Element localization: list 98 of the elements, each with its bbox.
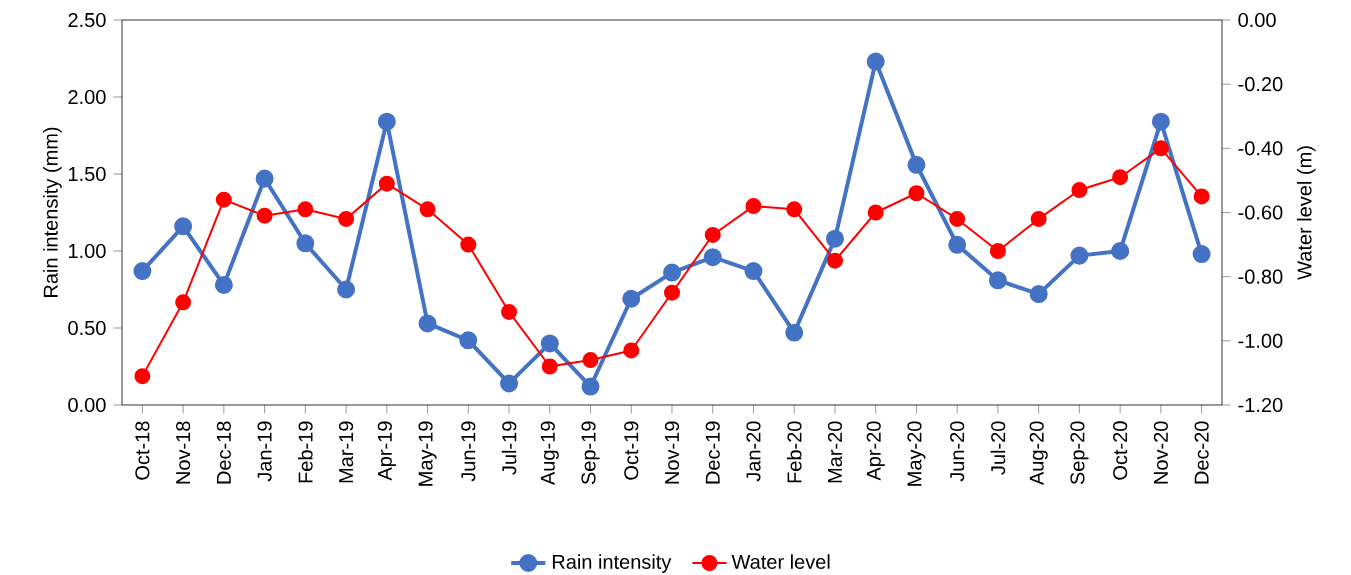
point bbox=[581, 377, 600, 396]
point bbox=[582, 352, 599, 369]
y2-tick-label: 0.00 bbox=[1238, 12, 1276, 28]
legend-label: Water level bbox=[731, 554, 830, 569]
point bbox=[866, 52, 885, 71]
x-tick-label: Jan-20 bbox=[746, 421, 761, 482]
point bbox=[1151, 112, 1170, 131]
x-tick-label: Apr-20 bbox=[866, 421, 885, 481]
x-tick-label: Jan-19 bbox=[257, 421, 272, 482]
x-tick-label: Feb-20 bbox=[786, 421, 802, 483]
x-tick-label: Dec-20 bbox=[1194, 421, 1209, 484]
point bbox=[1112, 169, 1129, 186]
point bbox=[744, 262, 763, 281]
point bbox=[1193, 188, 1210, 205]
point bbox=[256, 207, 273, 224]
point bbox=[664, 284, 680, 301]
point bbox=[297, 201, 314, 218]
x-tick-label: Dec-19 bbox=[705, 421, 720, 484]
y2-tick-label: -0.60 bbox=[1238, 205, 1283, 220]
x-tick-label: Jul-19 bbox=[501, 421, 517, 475]
point bbox=[418, 314, 437, 333]
x-tick-label: Nov-20 bbox=[1153, 421, 1168, 484]
x-tick-label: Feb-19 bbox=[298, 421, 313, 483]
point bbox=[989, 243, 1006, 260]
point bbox=[501, 303, 518, 320]
point bbox=[786, 201, 803, 218]
legend-label: Rain intensity bbox=[552, 554, 672, 573]
x-tick-label: May-20 bbox=[907, 421, 926, 486]
y-tick-label: 2.00 bbox=[68, 89, 106, 105]
point bbox=[541, 358, 558, 375]
x-tick-label: Aug-20 bbox=[1029, 421, 1048, 486]
x-tick-label: Sep-19 bbox=[581, 421, 600, 485]
point bbox=[1111, 242, 1130, 261]
point bbox=[255, 169, 274, 188]
y-tick-label: 2.50 bbox=[68, 12, 106, 28]
point bbox=[133, 262, 152, 281]
point bbox=[623, 342, 640, 359]
point bbox=[296, 234, 315, 253]
point bbox=[663, 263, 681, 282]
point bbox=[1030, 210, 1047, 227]
point bbox=[1029, 285, 1048, 304]
point bbox=[908, 185, 925, 202]
point bbox=[500, 374, 519, 393]
point bbox=[419, 201, 436, 218]
point bbox=[703, 248, 722, 267]
point bbox=[1192, 245, 1211, 264]
x-tick-label: Nov-19 bbox=[664, 421, 680, 484]
point bbox=[338, 210, 355, 227]
point bbox=[1152, 140, 1169, 157]
point bbox=[907, 155, 926, 174]
x-tick-label: Mar-20 bbox=[827, 421, 843, 483]
x-tick-label: Jul-20 bbox=[990, 421, 1006, 475]
point bbox=[622, 289, 641, 308]
x-tick-label: Oct-19 bbox=[624, 421, 639, 480]
y-tick-label: 1.00 bbox=[69, 243, 106, 259]
point bbox=[825, 229, 844, 248]
point bbox=[460, 236, 477, 253]
point bbox=[175, 294, 192, 311]
x-tick-label: Jun-19 bbox=[461, 421, 476, 482]
y-tick-label: 0.50 bbox=[68, 320, 106, 336]
point bbox=[704, 226, 721, 243]
x-tick-label: Apr-19 bbox=[377, 421, 396, 481]
y-tick-label: 1.50 bbox=[69, 166, 106, 182]
point bbox=[377, 112, 396, 131]
point bbox=[378, 175, 395, 192]
point bbox=[948, 235, 967, 254]
point bbox=[174, 217, 193, 236]
x-tick-label: Sep-20 bbox=[1070, 421, 1089, 485]
point bbox=[459, 331, 478, 350]
point bbox=[214, 275, 233, 294]
x-tick-label: Aug-19 bbox=[540, 421, 559, 486]
x-tick-label: Oct-20 bbox=[1113, 421, 1128, 480]
x-tick-label: May-19 bbox=[418, 421, 437, 486]
y-tick-label: 0.00 bbox=[68, 397, 106, 413]
y2-tick-label: -0.20 bbox=[1238, 77, 1283, 92]
point bbox=[867, 204, 884, 221]
x-tick-label: Nov-18 bbox=[176, 421, 191, 484]
y2-tick-label: -0.40 bbox=[1238, 141, 1283, 156]
point bbox=[745, 198, 762, 215]
point bbox=[1070, 246, 1089, 265]
x-tick-label: Dec-18 bbox=[216, 421, 231, 484]
point bbox=[1071, 182, 1088, 199]
x-tick-label: Jun-20 bbox=[950, 421, 965, 482]
y2-tick-label: -0.80 bbox=[1238, 269, 1283, 284]
y2-tick-label: -1.00 bbox=[1238, 333, 1283, 348]
point bbox=[134, 368, 151, 385]
point bbox=[949, 210, 966, 227]
point bbox=[785, 323, 804, 342]
point bbox=[540, 334, 559, 353]
x-tick-label: Oct-18 bbox=[135, 421, 150, 480]
y2-axis-title: Water level (m) bbox=[1296, 146, 1316, 280]
point bbox=[337, 280, 356, 299]
point bbox=[988, 271, 1007, 290]
point bbox=[215, 191, 232, 208]
y2-tick-label: -1.20 bbox=[1238, 397, 1283, 413]
y-axis-title: Rain intensity (mm) bbox=[43, 127, 62, 297]
point bbox=[826, 252, 843, 269]
x-tick-label: Mar-19 bbox=[339, 421, 354, 483]
